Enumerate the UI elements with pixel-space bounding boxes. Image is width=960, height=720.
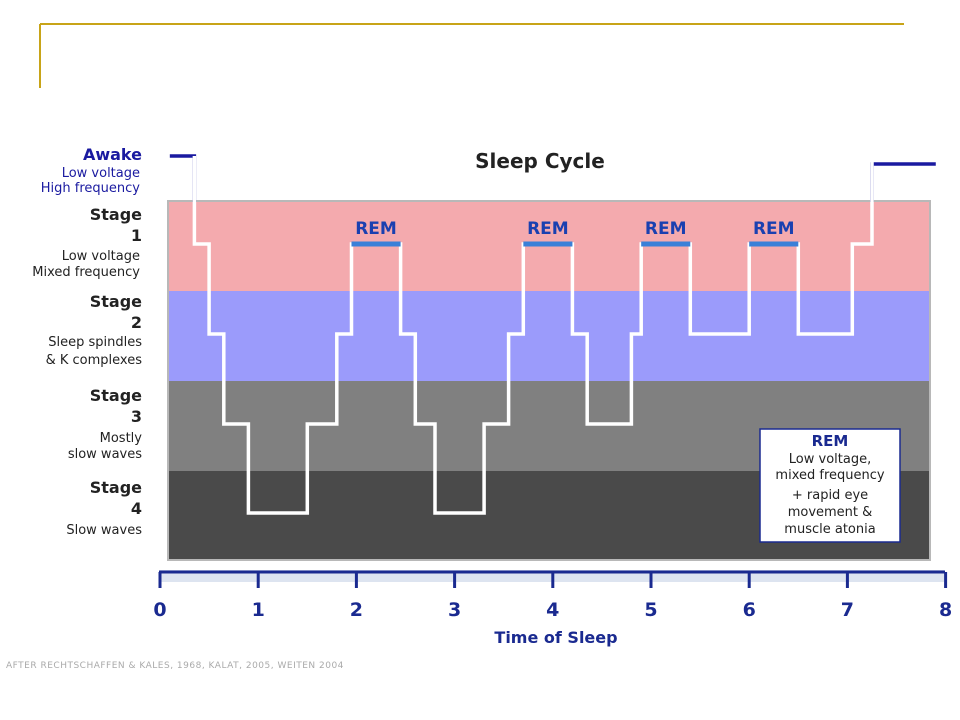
plot-border xyxy=(167,200,931,561)
rem-label-3: REM xyxy=(645,219,687,239)
x-tick-label-5: 5 xyxy=(644,599,657,621)
x-tick-label-0: 0 xyxy=(153,599,166,621)
stage3-desc-2: slow waves xyxy=(68,447,142,462)
rem-label-4: REM xyxy=(753,219,795,239)
awake-desc-1: Low voltage xyxy=(62,166,140,181)
x-axis: 0 1 2 3 4 5 6 7 8 xyxy=(153,570,952,621)
stage4-desc-1: Slow waves xyxy=(66,523,142,538)
stage2-band xyxy=(168,291,930,381)
x-tick-label-3: 3 xyxy=(448,599,461,621)
level-labels: Awake Low voltage High frequency Stage 1… xyxy=(32,145,142,538)
rem-legend-line-2: mixed frequency xyxy=(775,468,884,483)
awake-desc-2: High frequency xyxy=(41,181,141,196)
x-tick-label-8: 8 xyxy=(939,599,952,621)
x-tick-label-2: 2 xyxy=(350,599,363,621)
stage1-desc-2: Mixed frequency xyxy=(32,265,140,280)
rem-legend-line-4: movement & xyxy=(788,505,873,520)
stage4-title: Stage xyxy=(90,478,142,497)
x-axis-title: Time of Sleep xyxy=(494,628,617,647)
x-tick-label-6: 6 xyxy=(743,599,756,621)
x-tick-label-7: 7 xyxy=(841,599,854,621)
rem-legend-box xyxy=(759,428,901,543)
stage2-number: 2 xyxy=(131,313,142,332)
stage3-title: Stage xyxy=(90,386,142,405)
source-credit: AFTER RECHTSCHAFFEN & KALES, 1968, KALAT… xyxy=(6,661,344,671)
rem-legend-title: REM xyxy=(812,432,849,450)
chart-title: Sleep Cycle xyxy=(475,149,605,173)
awake-title: Awake xyxy=(83,145,142,164)
stage1-title: Stage xyxy=(90,205,142,224)
awake-line-1 xyxy=(169,154,197,202)
stage2-desc-1: Sleep spindles xyxy=(48,335,142,350)
x-tick-label-4: 4 xyxy=(546,599,559,621)
awake-line-2 xyxy=(870,162,936,202)
hypnogram-line xyxy=(192,156,874,515)
x-tick-label-1: 1 xyxy=(252,599,265,621)
rem-legend-line-3: + rapid eye xyxy=(792,488,868,503)
stage2-desc-2: & K complexes xyxy=(46,353,143,368)
sleep-cycle-chart: Sleep Cycle Awake Low voltage High frequ… xyxy=(6,145,952,671)
rem-label-2: REM xyxy=(527,219,569,239)
stage3-number: 3 xyxy=(131,407,142,426)
stage1-number: 1 xyxy=(131,226,142,245)
stage4-number: 4 xyxy=(131,499,142,518)
rem-label-1: REM xyxy=(355,219,397,239)
stage1-desc-1: Low voltage xyxy=(62,249,140,264)
rem-legend-line-1: Low voltage, xyxy=(789,452,871,467)
rem-marks: REM REM REM REM xyxy=(351,219,799,247)
rem-legend-line-5: muscle atonia xyxy=(784,522,875,537)
stage3-desc-1: Mostly xyxy=(100,431,143,446)
stage2-title: Stage xyxy=(90,292,142,311)
rem-legend: REM Low voltage, mixed frequency + rapid… xyxy=(759,428,901,543)
